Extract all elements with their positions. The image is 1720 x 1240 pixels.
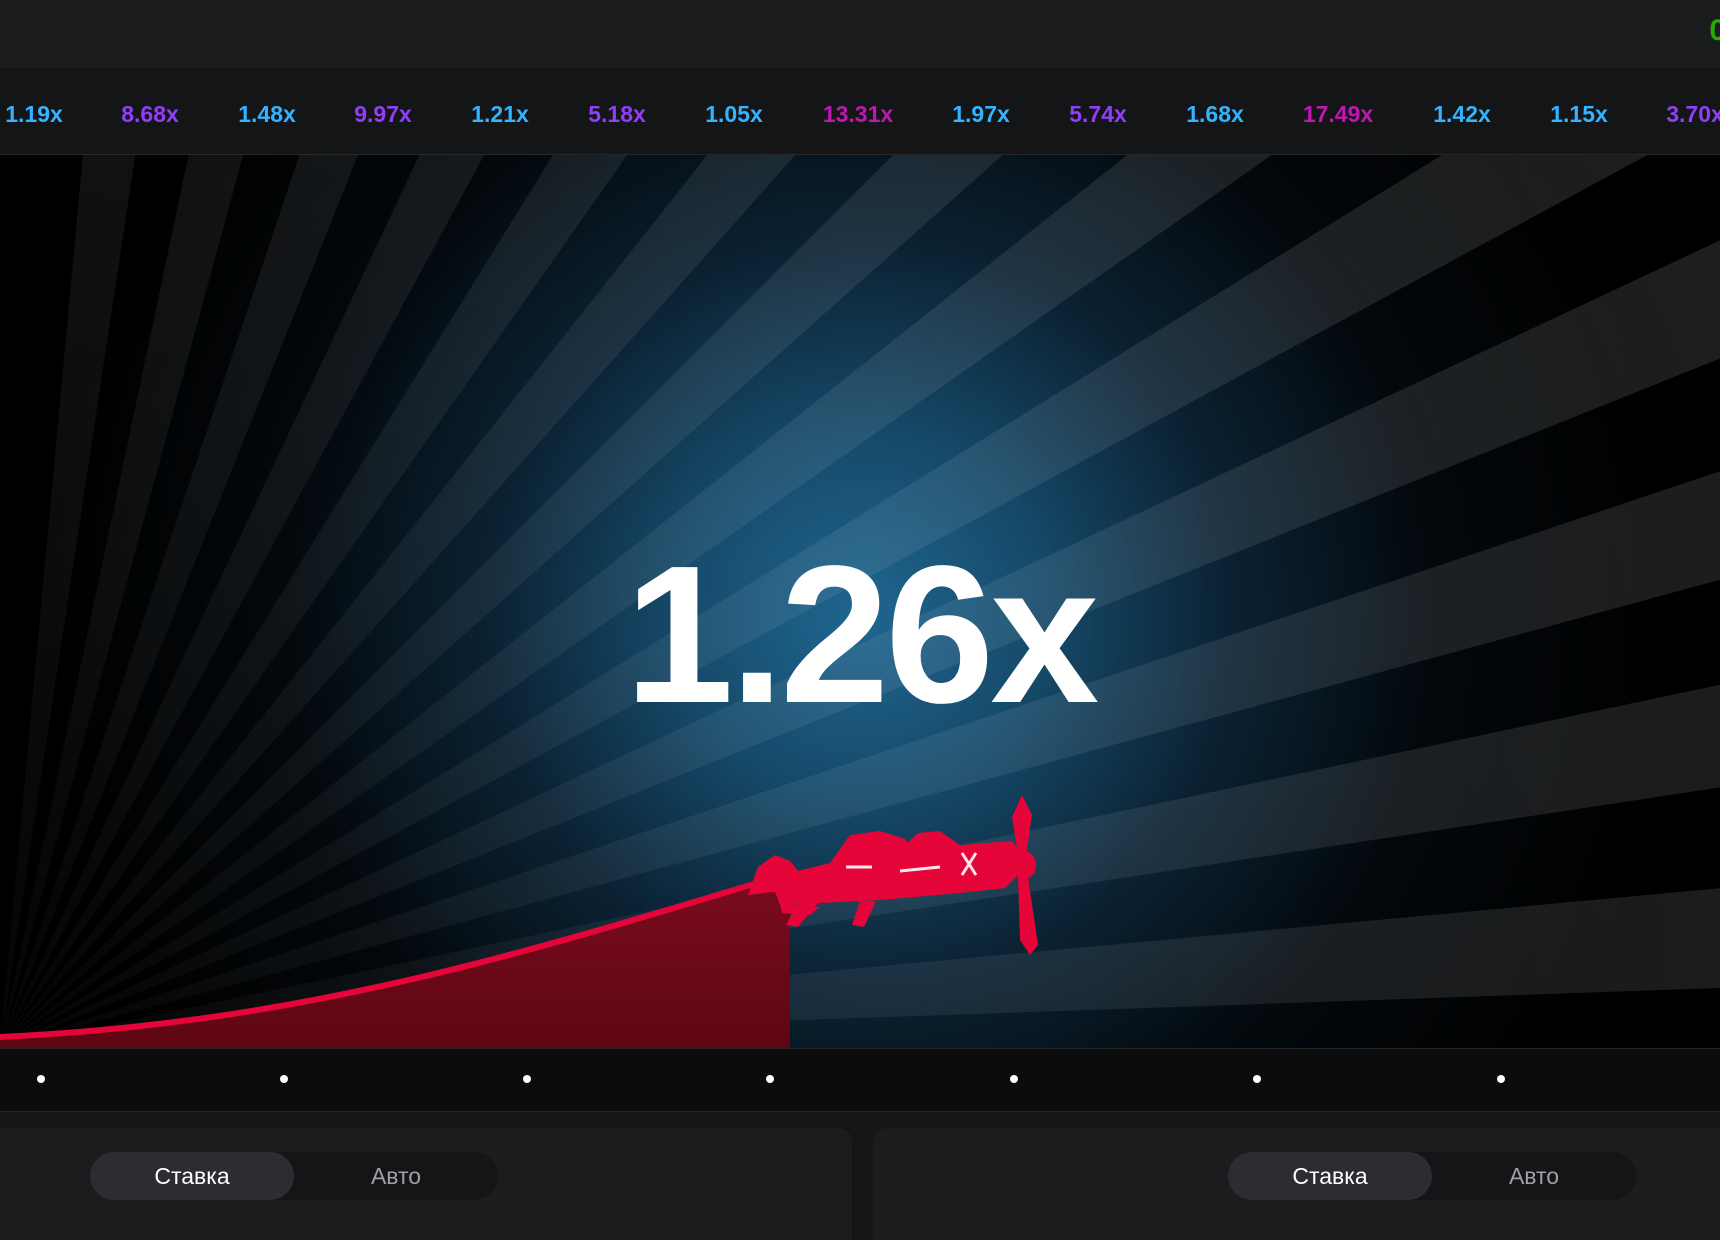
tab-auto[interactable]: Авто [370,1163,422,1189]
game-background [0,155,1720,1048]
axis-dot [1253,1075,1261,1083]
sun-ray [0,155,359,1048]
sun-ray [0,471,1720,1048]
axis-dot [280,1075,288,1083]
tab-bet[interactable]: Ставка [90,1152,294,1200]
history-multiplier[interactable]: 5.74x [1069,101,1127,127]
history-multiplier[interactable]: 8.68x [121,101,179,127]
bet-mode-tabs: Ставка Авто [1228,1152,1636,1200]
tab-bet[interactable]: Ставка [1228,1152,1432,1200]
history-multiplier[interactable]: 1.42x [1433,101,1491,127]
top-bar: 0 [0,0,1720,68]
sun-ray [0,155,628,1048]
history-multiplier[interactable]: 1.15x [1550,101,1608,127]
axis-dot [523,1075,531,1083]
history-multiplier[interactable]: 5.18x [588,101,646,127]
axis-dot [766,1075,774,1083]
plane-markings [846,852,978,876]
sun-ray [0,155,244,1048]
sun-ray [0,888,1720,1048]
history-multiplier[interactable]: 1.48x [238,101,296,127]
bet-panel-1: Ставка Авто [0,1128,852,1240]
history-multiplier[interactable]: 3.70x [1666,101,1720,127]
sun-ray [0,155,796,1048]
tab-auto[interactable]: Авто [1508,1163,1560,1189]
history-multiplier[interactable]: 1.19x [5,101,63,127]
history-multiplier[interactable]: 9.97x [354,101,412,127]
history-multiplier[interactable]: 17.49x [1302,101,1374,127]
history-multiplier[interactable]: 1.21x [471,101,529,127]
multiplier-history: 1.19x 8.68x 1.48x 9.97x 1.21x 5.18x 1.05x 13.31… [0,68,1720,155]
sun-ray [0,155,1648,1048]
balance-value: 0 [1709,14,1720,47]
sun-ray [0,155,1272,1048]
axis-dot [1010,1075,1018,1083]
flight-trail-line [0,870,793,1040]
axis-dot [1497,1075,1505,1083]
history-multiplier[interactable]: 13.31x [822,101,894,127]
time-axis [0,1048,1720,1112]
bet-mode-tabs: Ставка Авто [90,1152,498,1200]
sun-ray [0,684,1720,1048]
flight-trail-fill [0,873,790,1048]
history-multiplier[interactable]: 1.68x [1186,101,1244,127]
history-multiplier[interactable]: 1.05x [705,101,763,127]
sun-ray [0,155,136,1048]
sun-ray [0,155,1003,1048]
current-multiplier: 1.26x [624,525,1099,744]
history-multiplier[interactable]: 1.97x [952,101,1010,127]
plane-icon [748,795,1038,955]
axis-dot [37,1075,45,1083]
game-canvas: 1.26x [0,155,1720,1048]
bet-panel-2: Ставка Авто [873,1128,1720,1240]
